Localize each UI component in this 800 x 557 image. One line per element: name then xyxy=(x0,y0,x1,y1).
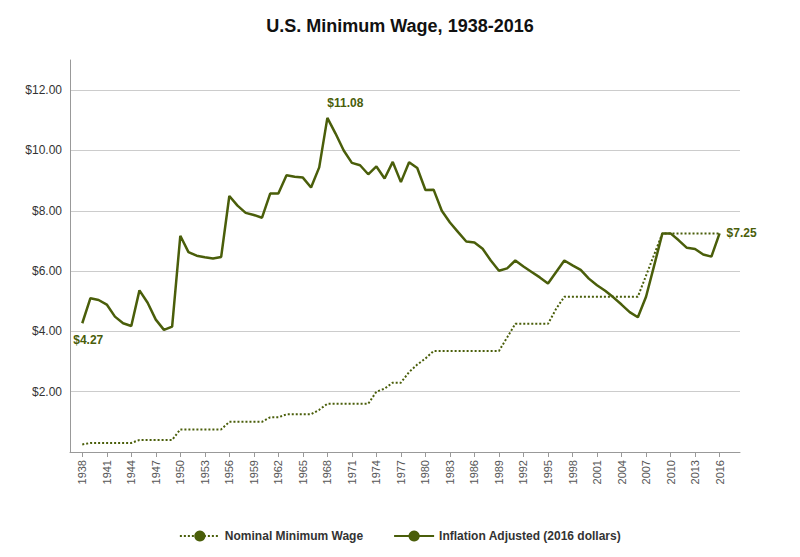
svg-text:1941: 1941 xyxy=(101,460,113,484)
svg-text:1968: 1968 xyxy=(321,460,333,484)
svg-text:1977: 1977 xyxy=(395,460,407,484)
svg-text:1953: 1953 xyxy=(199,460,211,484)
svg-text:2004: 2004 xyxy=(616,460,628,484)
svg-text:2001: 2001 xyxy=(591,460,603,484)
svg-text:$4.00: $4.00 xyxy=(32,324,62,338)
svg-text:$10.00: $10.00 xyxy=(25,143,62,157)
svg-text:1938: 1938 xyxy=(76,460,88,484)
svg-text:Inflation Adjusted (2016 dolla: Inflation Adjusted (2016 dollars) xyxy=(439,529,621,543)
svg-text:2010: 2010 xyxy=(665,460,677,484)
svg-text:$12.00: $12.00 xyxy=(25,83,62,97)
svg-text:$11.08: $11.08 xyxy=(327,96,363,110)
svg-text:$4.27: $4.27 xyxy=(73,333,103,347)
svg-text:1962: 1962 xyxy=(272,460,284,484)
svg-text:2016: 2016 xyxy=(714,460,726,484)
svg-text:1983: 1983 xyxy=(444,460,456,484)
svg-text:1971: 1971 xyxy=(346,460,358,484)
svg-text:$7.25: $7.25 xyxy=(727,226,757,240)
svg-text:2013: 2013 xyxy=(689,460,701,484)
svg-text:$6.00: $6.00 xyxy=(32,264,62,278)
svg-text:1965: 1965 xyxy=(297,460,309,484)
svg-text:1956: 1956 xyxy=(223,460,235,484)
svg-text:1992: 1992 xyxy=(517,460,529,484)
svg-text:$2.00: $2.00 xyxy=(32,385,62,399)
svg-text:1950: 1950 xyxy=(174,460,186,484)
svg-text:1998: 1998 xyxy=(567,460,579,484)
svg-text:1986: 1986 xyxy=(468,460,480,484)
svg-text:1995: 1995 xyxy=(542,460,554,484)
svg-text:Nominal Minimum Wage: Nominal Minimum Wage xyxy=(225,529,364,543)
svg-text:1959: 1959 xyxy=(248,460,260,484)
svg-text:1974: 1974 xyxy=(370,460,382,484)
svg-text:U.S. Minimum Wage, 1938-2016: U.S. Minimum Wage, 1938-2016 xyxy=(266,16,533,36)
svg-text:1944: 1944 xyxy=(125,460,137,484)
svg-text:2007: 2007 xyxy=(640,460,652,484)
svg-text:1989: 1989 xyxy=(493,460,505,484)
svg-text:$8.00: $8.00 xyxy=(32,204,62,218)
svg-text:1980: 1980 xyxy=(419,460,431,484)
svg-text:1947: 1947 xyxy=(150,460,162,484)
